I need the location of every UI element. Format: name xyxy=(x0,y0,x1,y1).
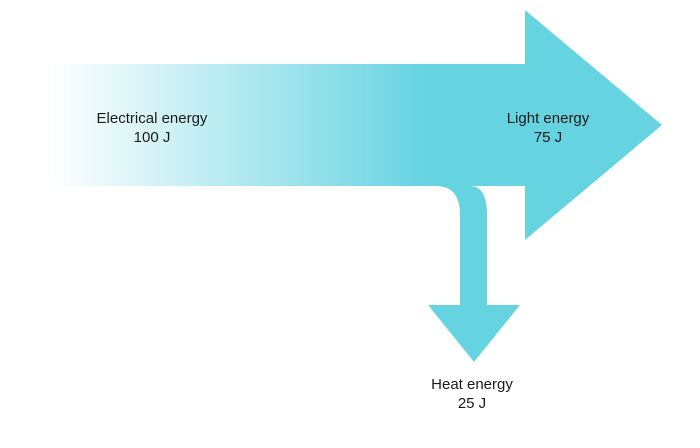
wasted-output-label: Heat energy 25 J xyxy=(412,375,532,413)
heat-energy-value: 25 J xyxy=(457,395,487,412)
heat-energy-label: Heat energy xyxy=(431,376,513,393)
electrical-energy-value: 100 J xyxy=(133,129,171,146)
light-energy-value: 75 J xyxy=(533,129,563,146)
main-energy-arrow xyxy=(50,10,662,240)
light-energy-label: Light energy xyxy=(506,110,590,127)
input-energy-label: Electrical energy 100 J xyxy=(82,109,222,147)
useful-output-label: Light energy 75 J xyxy=(488,109,608,147)
heat-energy-arrow xyxy=(320,186,520,362)
electrical-energy-label: Electrical energy xyxy=(96,110,208,127)
